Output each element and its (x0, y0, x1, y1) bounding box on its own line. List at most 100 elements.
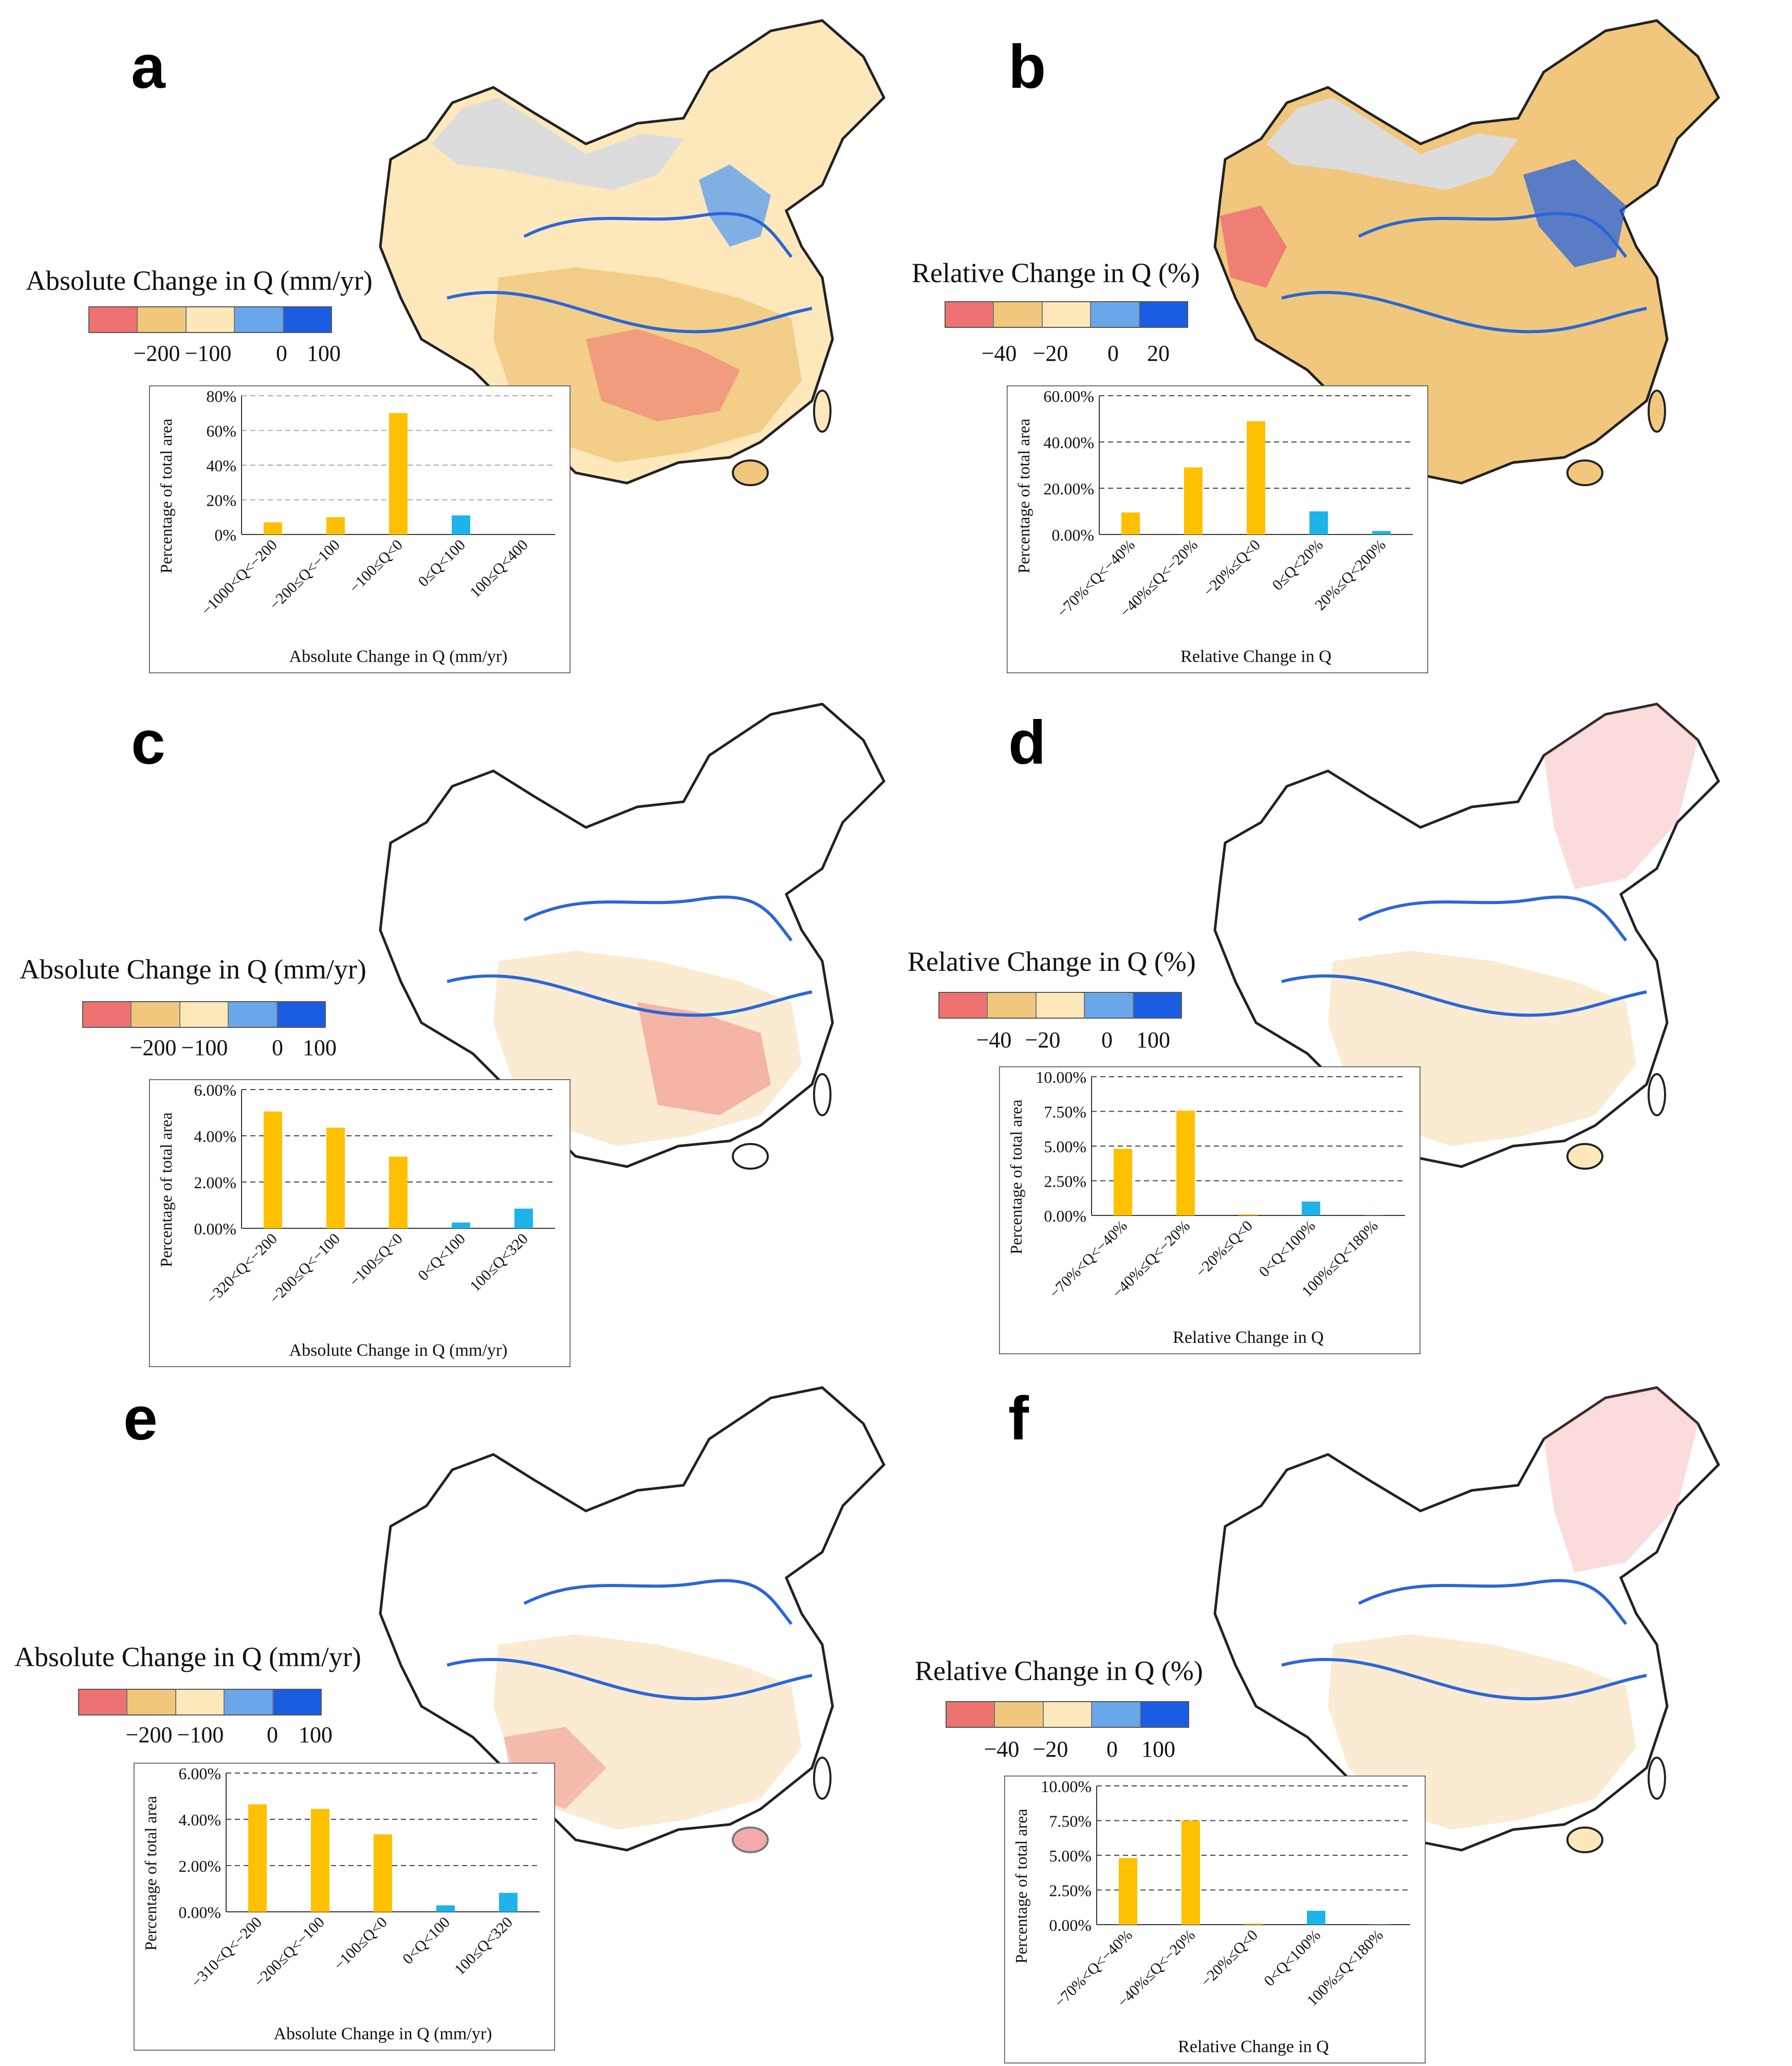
map-river (447, 974, 812, 1017)
scale-swatch (138, 307, 187, 332)
legend-tick: 100 (1141, 1737, 1175, 1762)
china-map (370, 10, 894, 678)
bar-chart: 0.00% 2.50% 5.00% 7.50% 10.00% −70%<Q<−40% −40… (1004, 1775, 1426, 2066)
scale-swatch (176, 1690, 225, 1714)
panel-a: a Absolute Change in Q (mm/yr) −200 −100… (0, 0, 896, 684)
y-tick-label: 6.00% (178, 1764, 221, 1783)
legend-tick: 100 (307, 341, 341, 366)
map-river (523, 895, 793, 942)
legend-tick: 0 (276, 341, 287, 366)
y-tick-label: 4.00% (178, 1811, 221, 1829)
chart-frame (1004, 1775, 1426, 2064)
scale-swatch (235, 307, 284, 332)
y-tick-label: 80% (206, 387, 236, 405)
bar (264, 1111, 282, 1228)
y-tick-label: 5.00% (1044, 1137, 1086, 1156)
x-axis-title: Absolute Change in Q (mm/yr) (289, 647, 508, 666)
scale-swatch (283, 307, 331, 332)
bar (248, 1804, 267, 1912)
y-tick-label: 0% (214, 526, 236, 544)
map-red-patches (637, 1002, 771, 1115)
bar (1239, 1214, 1258, 1215)
panel-e: e Absolute Change in Q (mm/yr) −200 −100… (0, 1367, 896, 2054)
color-scale-bar (82, 1001, 326, 1028)
y-tick-label: 0.00% (178, 1903, 221, 1922)
color-scale-bar (945, 301, 1188, 328)
bar (1121, 512, 1140, 534)
y-tick-label: 0.00% (1051, 526, 1094, 544)
bar-chart: 0.00% 2.00% 4.00% 6.00% −310<Q<−200 −200≤Q<−1… (133, 1762, 556, 2053)
scale-swatch (79, 1690, 128, 1714)
map-river (447, 290, 812, 334)
legend-tick: 100 (303, 1035, 337, 1060)
y-axis-title: Percentage of total area (1007, 1099, 1025, 1254)
bar (1307, 1911, 1325, 1925)
bar (1372, 531, 1391, 534)
panel-f: f Relative Change in Q (%) −40 −20 0 100… (896, 1367, 1792, 2064)
bar (1184, 467, 1203, 534)
map-river (1281, 290, 1647, 334)
legend-tick: 0 (267, 1722, 278, 1747)
legend-title: Absolute Change in Q (mm/yr) (20, 954, 366, 985)
legend-tick: −20 (1025, 1027, 1061, 1053)
scale-swatch (186, 307, 235, 332)
y-tick-label: 0.00% (1044, 1207, 1086, 1225)
bar (389, 1156, 408, 1228)
scale-swatch (1092, 1702, 1141, 1727)
scale-swatch (180, 1002, 229, 1027)
y-axis-title: Percentage of total area (1012, 1809, 1030, 1963)
map-nodata-region (432, 98, 683, 190)
scale-swatch (277, 1002, 325, 1027)
map-island (732, 1143, 769, 1170)
y-tick-label: 10.00% (1036, 1068, 1086, 1086)
legend-title: Absolute Change in Q (mm/yr) (14, 1641, 361, 1672)
y-tick-label: 20% (206, 491, 236, 510)
panel-b: b Relative Change in Q (%) −40 −20 0 20 … (896, 0, 1792, 684)
y-tick-label: 6.00% (194, 1081, 236, 1099)
map-land (1213, 1386, 1721, 1852)
china-map (370, 694, 894, 1362)
chart-svg: 0.00%20.00%40.00%60.00%−70%<Q<−40%−40%≤Q… (1006, 385, 1429, 674)
legend-title: Relative Change in Q (%) (915, 1655, 1203, 1686)
bar (1114, 1149, 1132, 1215)
bar (1309, 511, 1328, 534)
legend-tick: 0 (1101, 1027, 1113, 1053)
scale-swatch (127, 1690, 176, 1714)
scale-swatch (995, 1702, 1044, 1727)
panel-letter: b (1008, 32, 1046, 101)
scale-swatch (83, 1002, 132, 1027)
color-scale-bar (946, 1701, 1189, 1728)
map-river (523, 212, 793, 258)
chart-frame (133, 1762, 556, 2051)
scale-swatch (273, 1690, 321, 1714)
legend-tick: −100 (181, 1035, 228, 1060)
map-island (813, 1757, 832, 1800)
map-land (379, 1386, 886, 1852)
legend-tick: −40 (984, 1737, 1020, 1762)
scale-swatch (132, 1002, 180, 1027)
scale-swatch (1036, 993, 1085, 1018)
y-tick-label: 7.50% (1044, 1103, 1086, 1121)
chart-svg: 0.00%2.00%4.00%6.00%−310<Q<−200−200≤Q<−1… (133, 1762, 556, 2051)
map-svg (379, 703, 886, 1170)
map-island (732, 459, 769, 486)
panel-d: d Relative Change in Q (%) −40 −20 0 100… (896, 684, 1792, 1367)
color-scale-bar (78, 1689, 322, 1715)
bar (452, 515, 470, 534)
bar (326, 1128, 345, 1228)
legend-tick: −40 (981, 341, 1017, 366)
chart-frame (999, 1066, 1421, 1355)
map-island (1566, 1827, 1603, 1853)
x-axis-title: Absolute Change in Q (mm/yr) (274, 2024, 492, 2043)
map-nodata-region (1266, 98, 1518, 190)
x-axis-title: Absolute Change in Q (mm/yr) (289, 1341, 508, 1360)
map-blue-patch (699, 164, 771, 247)
scale-swatch (1043, 1702, 1093, 1727)
bar (374, 1834, 392, 1912)
map-svg (1213, 19, 1721, 486)
y-tick-label: 5.00% (1049, 1847, 1092, 1865)
legend-tick: −40 (976, 1027, 1012, 1053)
panel-letter: d (1008, 708, 1046, 777)
bar (1119, 1858, 1137, 1925)
map-island (732, 1827, 769, 1853)
